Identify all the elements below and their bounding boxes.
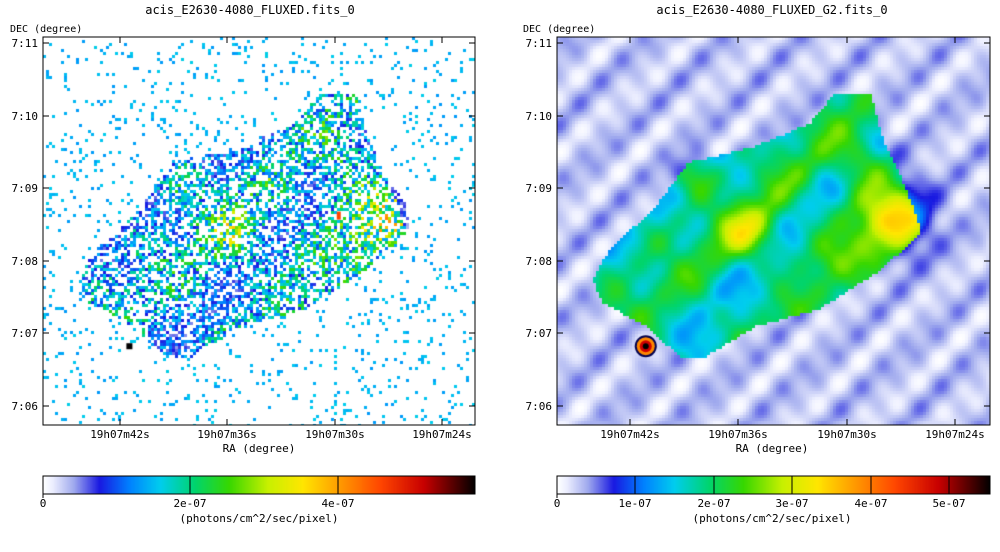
y-tick-label: 7:11 <box>12 37 39 50</box>
heatmap-image[interactable] <box>557 37 990 425</box>
x-tick-label: 19h07m42s <box>600 428 660 441</box>
colorbar-border <box>556 475 991 495</box>
colorbar-tick-label: 4e-07 <box>321 497 354 510</box>
y-tick-label: 7:09 <box>12 182 39 195</box>
x-tick-labels: 19h07m42s 19h07m36s 19h07m30s 19h07m24s <box>600 428 985 441</box>
y-tick-labels: 7:11 7:10 7:09 7:08 7:07 7:06 <box>526 37 553 413</box>
y-axis-label: DEC (degree) <box>523 24 595 35</box>
colorbar <box>557 476 990 494</box>
y-tick-labels: 7:11 7:10 7:09 7:08 7:07 7:06 <box>12 37 39 413</box>
x-tick-label: 19h07m24s <box>925 428 985 441</box>
plot-frame <box>556 36 991 426</box>
y-tick-label: 7:06 <box>526 400 553 413</box>
colorbar <box>43 476 475 494</box>
heatmap-image[interactable] <box>43 37 475 425</box>
x-tick-label: 19h07m36s <box>708 428 768 441</box>
fluxed-chart: acis_E2630-4080_FLUXED.fits_0 DEC (degre… <box>10 3 476 525</box>
y-tick-label: 7:09 <box>526 182 553 195</box>
x-tick-labels: 19h07m42s 19h07m36s 19h07m30s 19h07m24s <box>90 428 472 441</box>
image-area <box>557 37 990 425</box>
left-panel: acis_E2630-4080_FLUXED.fits_0 DEC (degre… <box>0 0 490 548</box>
colorbar-ticks: 0 1e-07 2e-07 3e-07 4e-07 5e-07 <box>554 476 966 510</box>
colorbar-area <box>43 476 475 494</box>
x-tick-label: 19h07m24s <box>412 428 472 441</box>
x-tick-label: 19h07m36s <box>197 428 257 441</box>
right-panel: acis_E2630-4080_FLUXED_G2.fits_0 DEC (de… <box>505 0 1000 548</box>
y-tick-label: 7:08 <box>12 255 39 268</box>
colorbar-border <box>42 475 476 495</box>
colorbar-tick-label: 3e-07 <box>775 497 808 510</box>
y-tick-label: 7:07 <box>12 327 39 340</box>
colorbar-ticks: 0 2e-07 4e-07 <box>40 476 355 510</box>
image-area <box>43 37 475 425</box>
x-axis-label: RA (degree) <box>223 442 296 455</box>
colorbar-tick-label: 5e-07 <box>932 497 965 510</box>
colorbar-tick-label: 4e-07 <box>854 497 887 510</box>
y-tick-label: 7:06 <box>12 400 39 413</box>
x-tick-label: 19h07m30s <box>817 428 877 441</box>
y-tick-label: 7:07 <box>526 327 553 340</box>
x-tick-label: 19h07m42s <box>90 428 150 441</box>
colorbar-tick-label: 0 <box>554 497 561 510</box>
colorbar-tick-label: 0 <box>40 497 47 510</box>
fluxed-g2-chart: acis_E2630-4080_FLUXED_G2.fits_0 DEC (de… <box>523 3 991 525</box>
colorbar-tick-label: 2e-07 <box>697 497 730 510</box>
x-axis-label: RA (degree) <box>736 442 809 455</box>
plot-border <box>42 36 476 426</box>
colorbar-tick-label: 2e-07 <box>173 497 206 510</box>
x-tick-label: 19h07m30s <box>305 428 365 441</box>
colorbar-area <box>557 476 990 494</box>
plot-border <box>556 36 991 426</box>
plot-frame <box>42 36 476 426</box>
colorbar-label: (photons/cm^2/sec/pixel) <box>693 512 852 525</box>
y-tick-label: 7:11 <box>526 37 553 50</box>
chart-title: acis_E2630-4080_FLUXED.fits_0 <box>145 3 355 17</box>
colorbar-tick-label: 1e-07 <box>618 497 651 510</box>
y-axis-label: DEC (degree) <box>10 24 82 35</box>
colorbar-label: (photons/cm^2/sec/pixel) <box>180 512 339 525</box>
y-tick-label: 7:08 <box>526 255 553 268</box>
y-tick-label: 7:10 <box>526 110 553 123</box>
y-tick-label: 7:10 <box>12 110 39 123</box>
chart-title: acis_E2630-4080_FLUXED_G2.fits_0 <box>656 3 887 17</box>
